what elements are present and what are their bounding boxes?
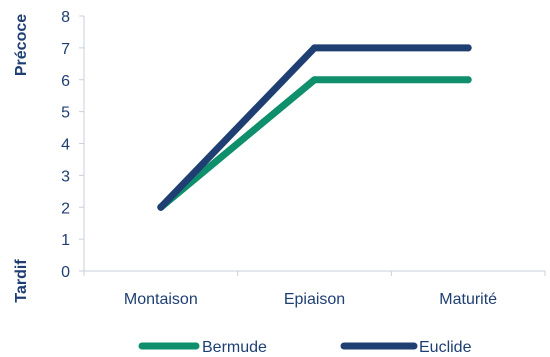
legend-label: Euclide [419,339,472,352]
x-axis-ticks: Montaison Epiaison Maturité [83,271,546,308]
y-axis-ticks: 0 1 2 3 4 5 6 7 8 [61,9,84,281]
y-tick-label: 4 [61,137,70,154]
x-tick-label: Epiaison [284,291,345,308]
y-tick-label: 8 [61,9,70,26]
y-side-labels: Précoce Tardif [13,14,30,303]
series-line-euclide [157,44,472,211]
series-layer [157,44,472,211]
y-side-label-top: Précoce [13,14,30,76]
y-tick-label: 0 [61,264,70,281]
axes-layer [83,16,545,272]
legend: Bermude Euclide [138,339,472,356]
legend-label: Bermude [202,339,267,352]
y-tick-label: 1 [61,232,70,249]
y-tick-label: 7 [61,41,70,58]
x-tick-label: Montaison [124,291,198,308]
y-tick-label: 6 [61,73,70,90]
series-line-bermude [157,76,472,211]
data-point [311,76,318,84]
y-side-label-bottom: Tardif [13,259,30,303]
data-point [464,76,472,84]
data-point [157,203,165,211]
data-point [464,44,472,52]
y-tick-label: 3 [61,168,70,185]
x-tick-label: Maturité [439,291,497,308]
y-tick-label: 2 [61,200,70,217]
data-point [311,44,318,52]
y-tick-label: 5 [61,105,70,122]
